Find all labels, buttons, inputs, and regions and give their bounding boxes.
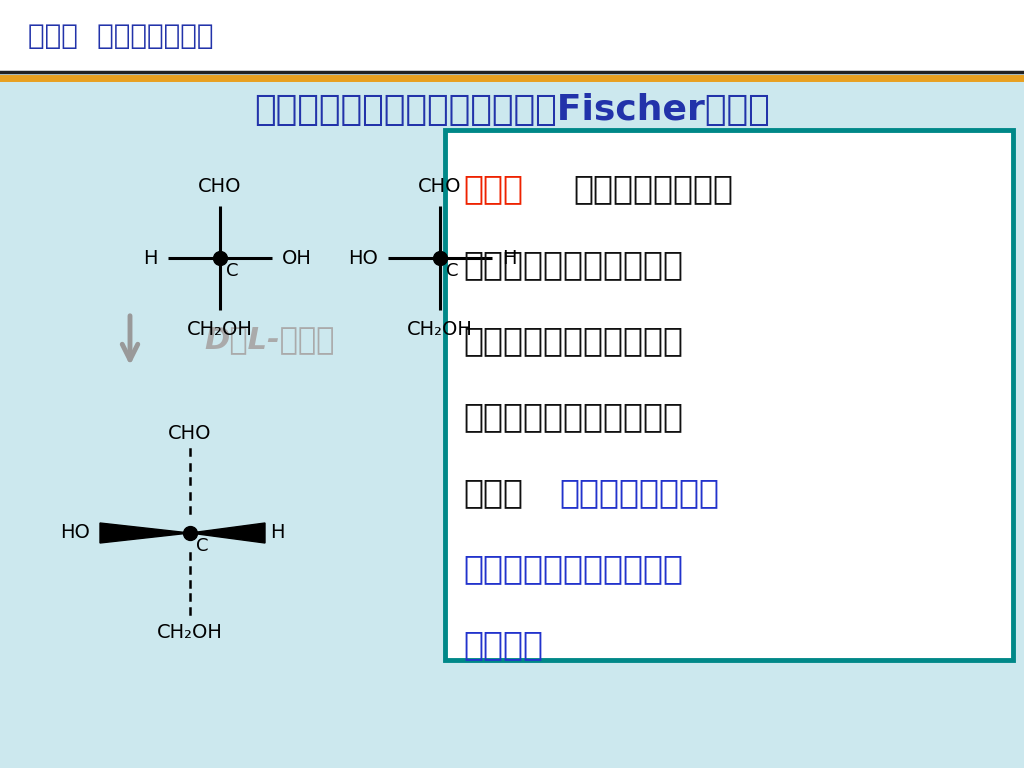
Text: H: H [143, 249, 158, 267]
Text: 两端。: 两端。 [463, 476, 523, 509]
Text: CH₂OH: CH₂OH [408, 320, 473, 339]
Bar [445, 130, 1013, 660]
Text: 醛基（羰基）位于顶端，: 醛基（羰基）位于顶端， [463, 248, 683, 281]
Text: D、L-甘油醛: D、L-甘油醛 [205, 326, 335, 355]
Text: 投影式中，水平键: 投影式中，水平键 [559, 476, 719, 509]
Text: CHO: CHO [199, 177, 242, 196]
Text: C: C [446, 262, 459, 280]
Polygon shape [100, 523, 190, 543]
Text: 第一节  单糖的立体化学: 第一节 单糖的立体化学 [28, 22, 213, 50]
Text: 最早系统反应单糖立体结构的为Fischer投影式: 最早系统反应单糖立体结构的为Fischer投影式 [254, 93, 770, 127]
Text: 平面后。: 平面后。 [463, 628, 543, 661]
Text: C: C [196, 537, 209, 555]
Text: 碳主链竖直放置，: 碳主链竖直放置， [573, 172, 733, 205]
Text: 规则：: 规则： [463, 172, 523, 205]
Bar [0, 0, 1024, 72]
Text: CH₂OH: CH₂OH [157, 623, 223, 642]
Text: OH: OH [282, 249, 312, 267]
Text: 朝向平面前，竖直健位于: 朝向平面前，竖直健位于 [463, 552, 683, 585]
Text: 羟甲基位于底端，链上中: 羟甲基位于底端，链上中 [463, 324, 683, 357]
Text: 间碳上的取代基水平放置: 间碳上的取代基水平放置 [463, 400, 683, 433]
Text: CHO: CHO [418, 177, 462, 196]
Text: CH₂OH: CH₂OH [187, 320, 253, 339]
Polygon shape [190, 523, 265, 543]
Text: H: H [270, 524, 285, 542]
Text: CHO: CHO [168, 424, 212, 443]
Text: HO: HO [348, 249, 378, 267]
Text: HO: HO [60, 524, 90, 542]
Text: H: H [502, 249, 516, 267]
Text: C: C [226, 262, 239, 280]
